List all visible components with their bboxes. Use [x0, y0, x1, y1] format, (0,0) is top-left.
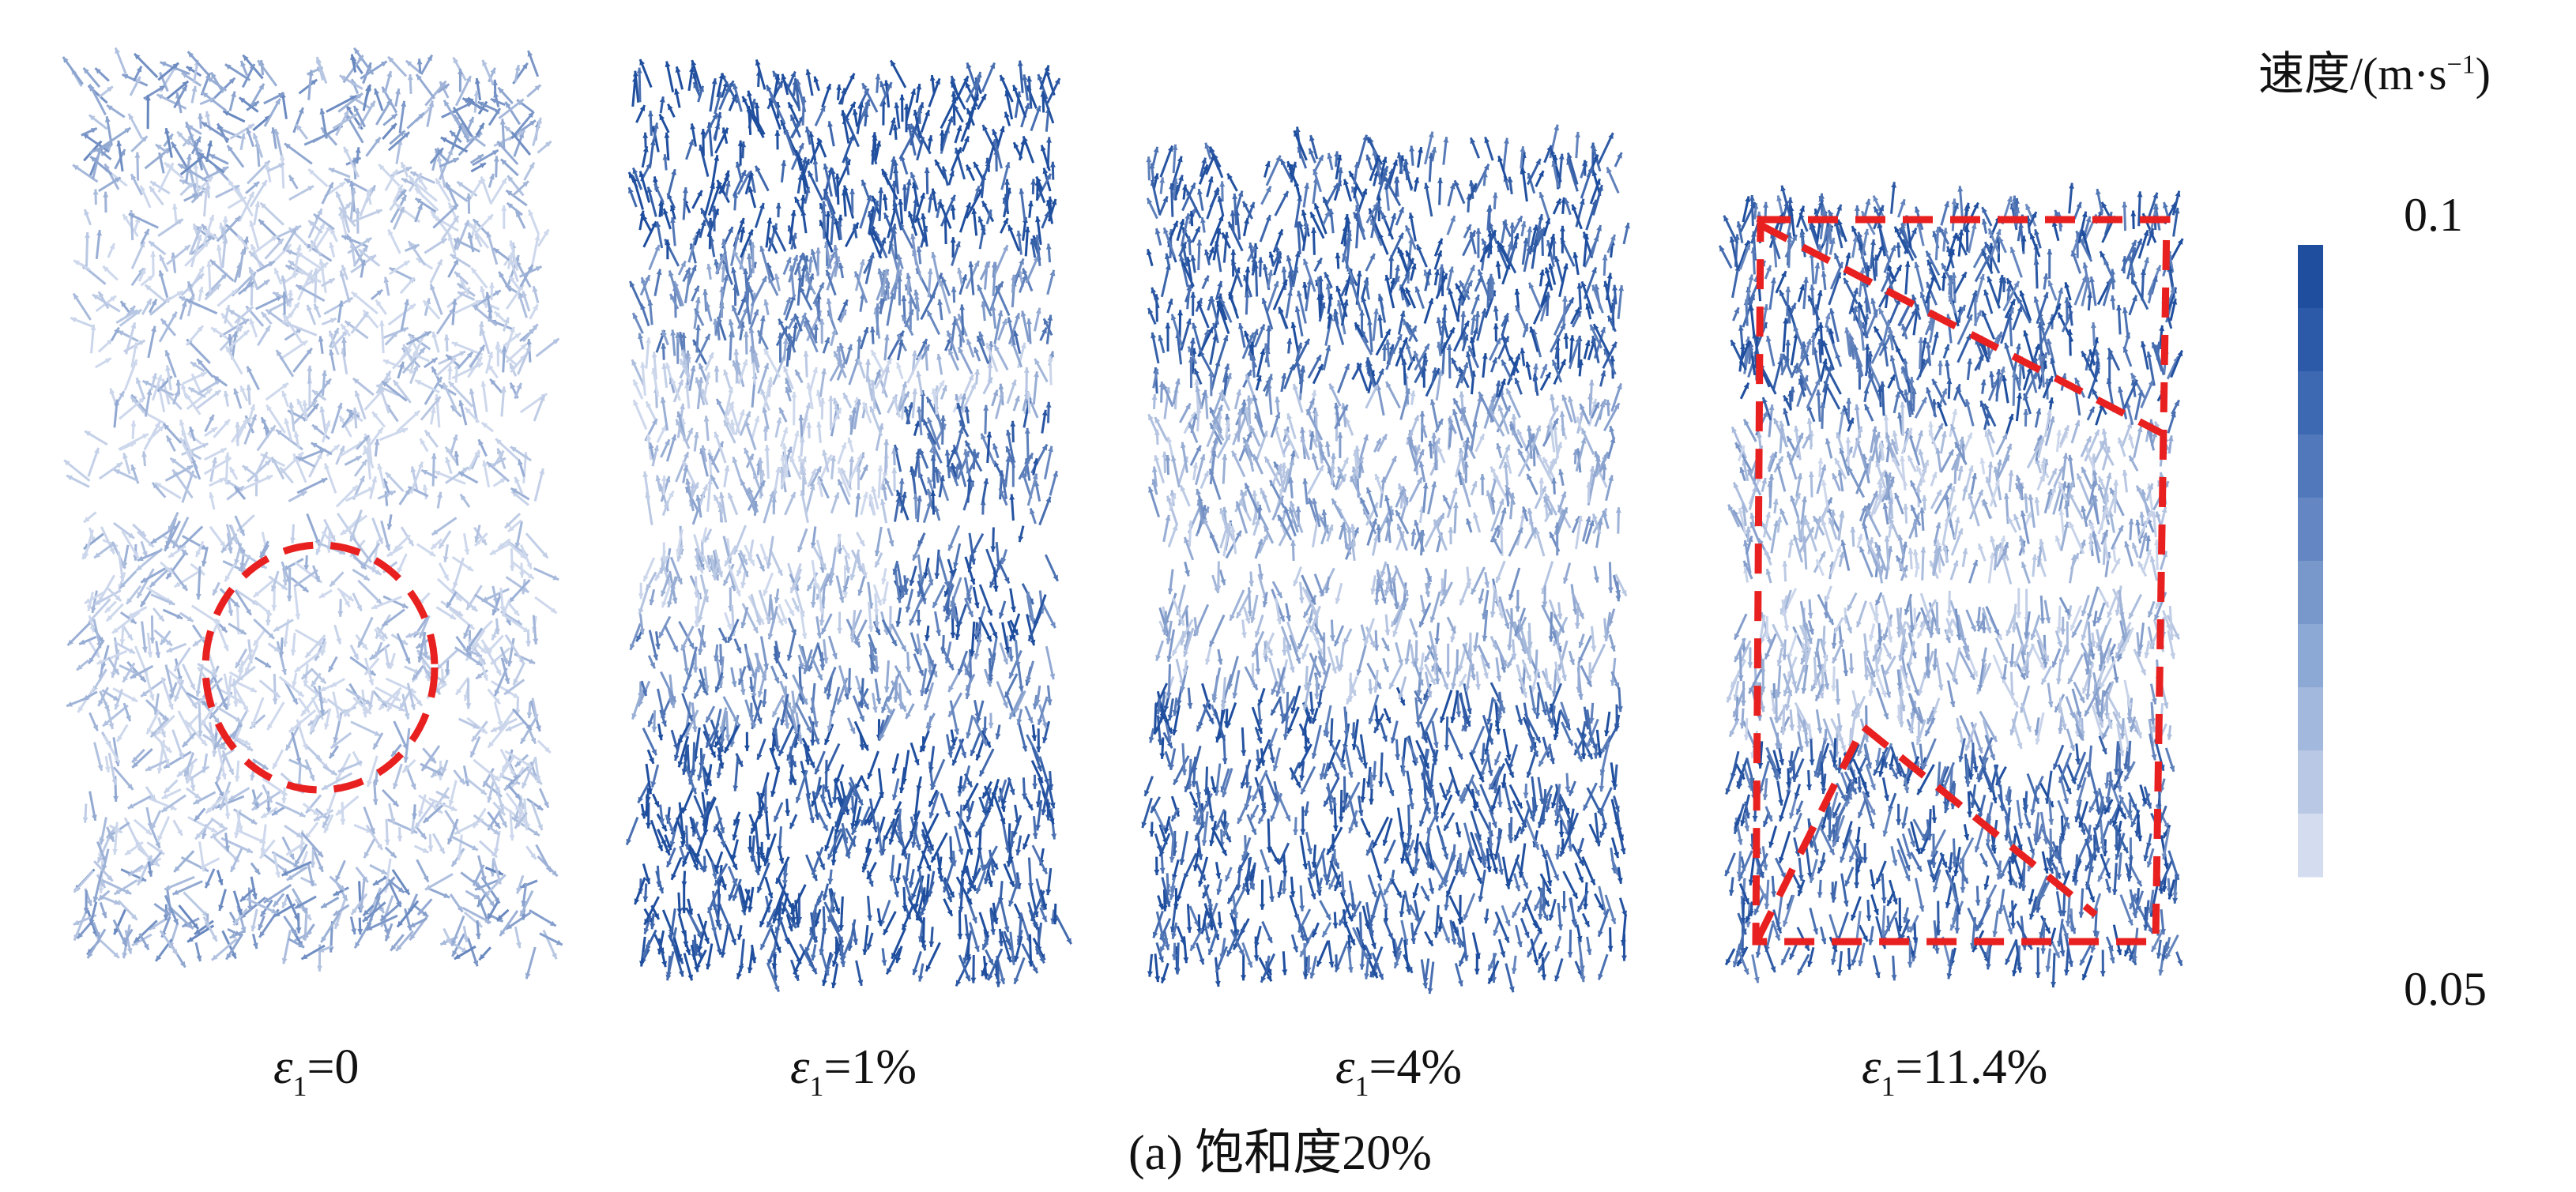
colorbar-segment: [2298, 434, 2323, 498]
legend-colorbar: [2298, 245, 2323, 878]
colorbar-segment: [2298, 624, 2323, 688]
legend-title: 速度/(m·s−1): [2258, 48, 2491, 100]
colorbar-segment: [2298, 371, 2323, 435]
panel-label-strain-11-4: ε1=11.4%: [1862, 1040, 2048, 1102]
panel-label-strain-0: ε1=0: [273, 1040, 360, 1102]
vector-field-panel-strain-0: [62, 47, 563, 980]
colorbar-segment: [2298, 308, 2323, 372]
legend-max-label: 0.1: [2404, 189, 2463, 241]
colorbar-segment: [2298, 687, 2323, 751]
annotation-dashed-triangle: [1754, 720, 2098, 941]
vector-field-panel-strain-11-4: [1718, 182, 2184, 988]
legend-min-label: 0.05: [2404, 963, 2487, 1015]
annotation-dashed-rectangle: [1752, 216, 2171, 946]
figure-caption: (a) 饱和度20%: [1128, 1126, 1432, 1180]
annotation-dashed-diagonal: [1758, 222, 2164, 436]
colorbar-segment: [2298, 498, 2323, 562]
colorbar-segment: [2298, 245, 2323, 309]
colorbar-segment: [2298, 814, 2323, 878]
panel-label-strain-4: ε1=4%: [1335, 1040, 1463, 1102]
vector-field-panel-strain-4: [1141, 124, 1630, 995]
panel-label-strain-1: ε1=1%: [790, 1040, 917, 1102]
colorbar-segment: [2298, 561, 2323, 625]
vector-field-panel-strain-1: [625, 58, 1073, 993]
annotation-dashed-circle: [201, 541, 439, 794]
colorbar-segment: [2298, 750, 2323, 814]
